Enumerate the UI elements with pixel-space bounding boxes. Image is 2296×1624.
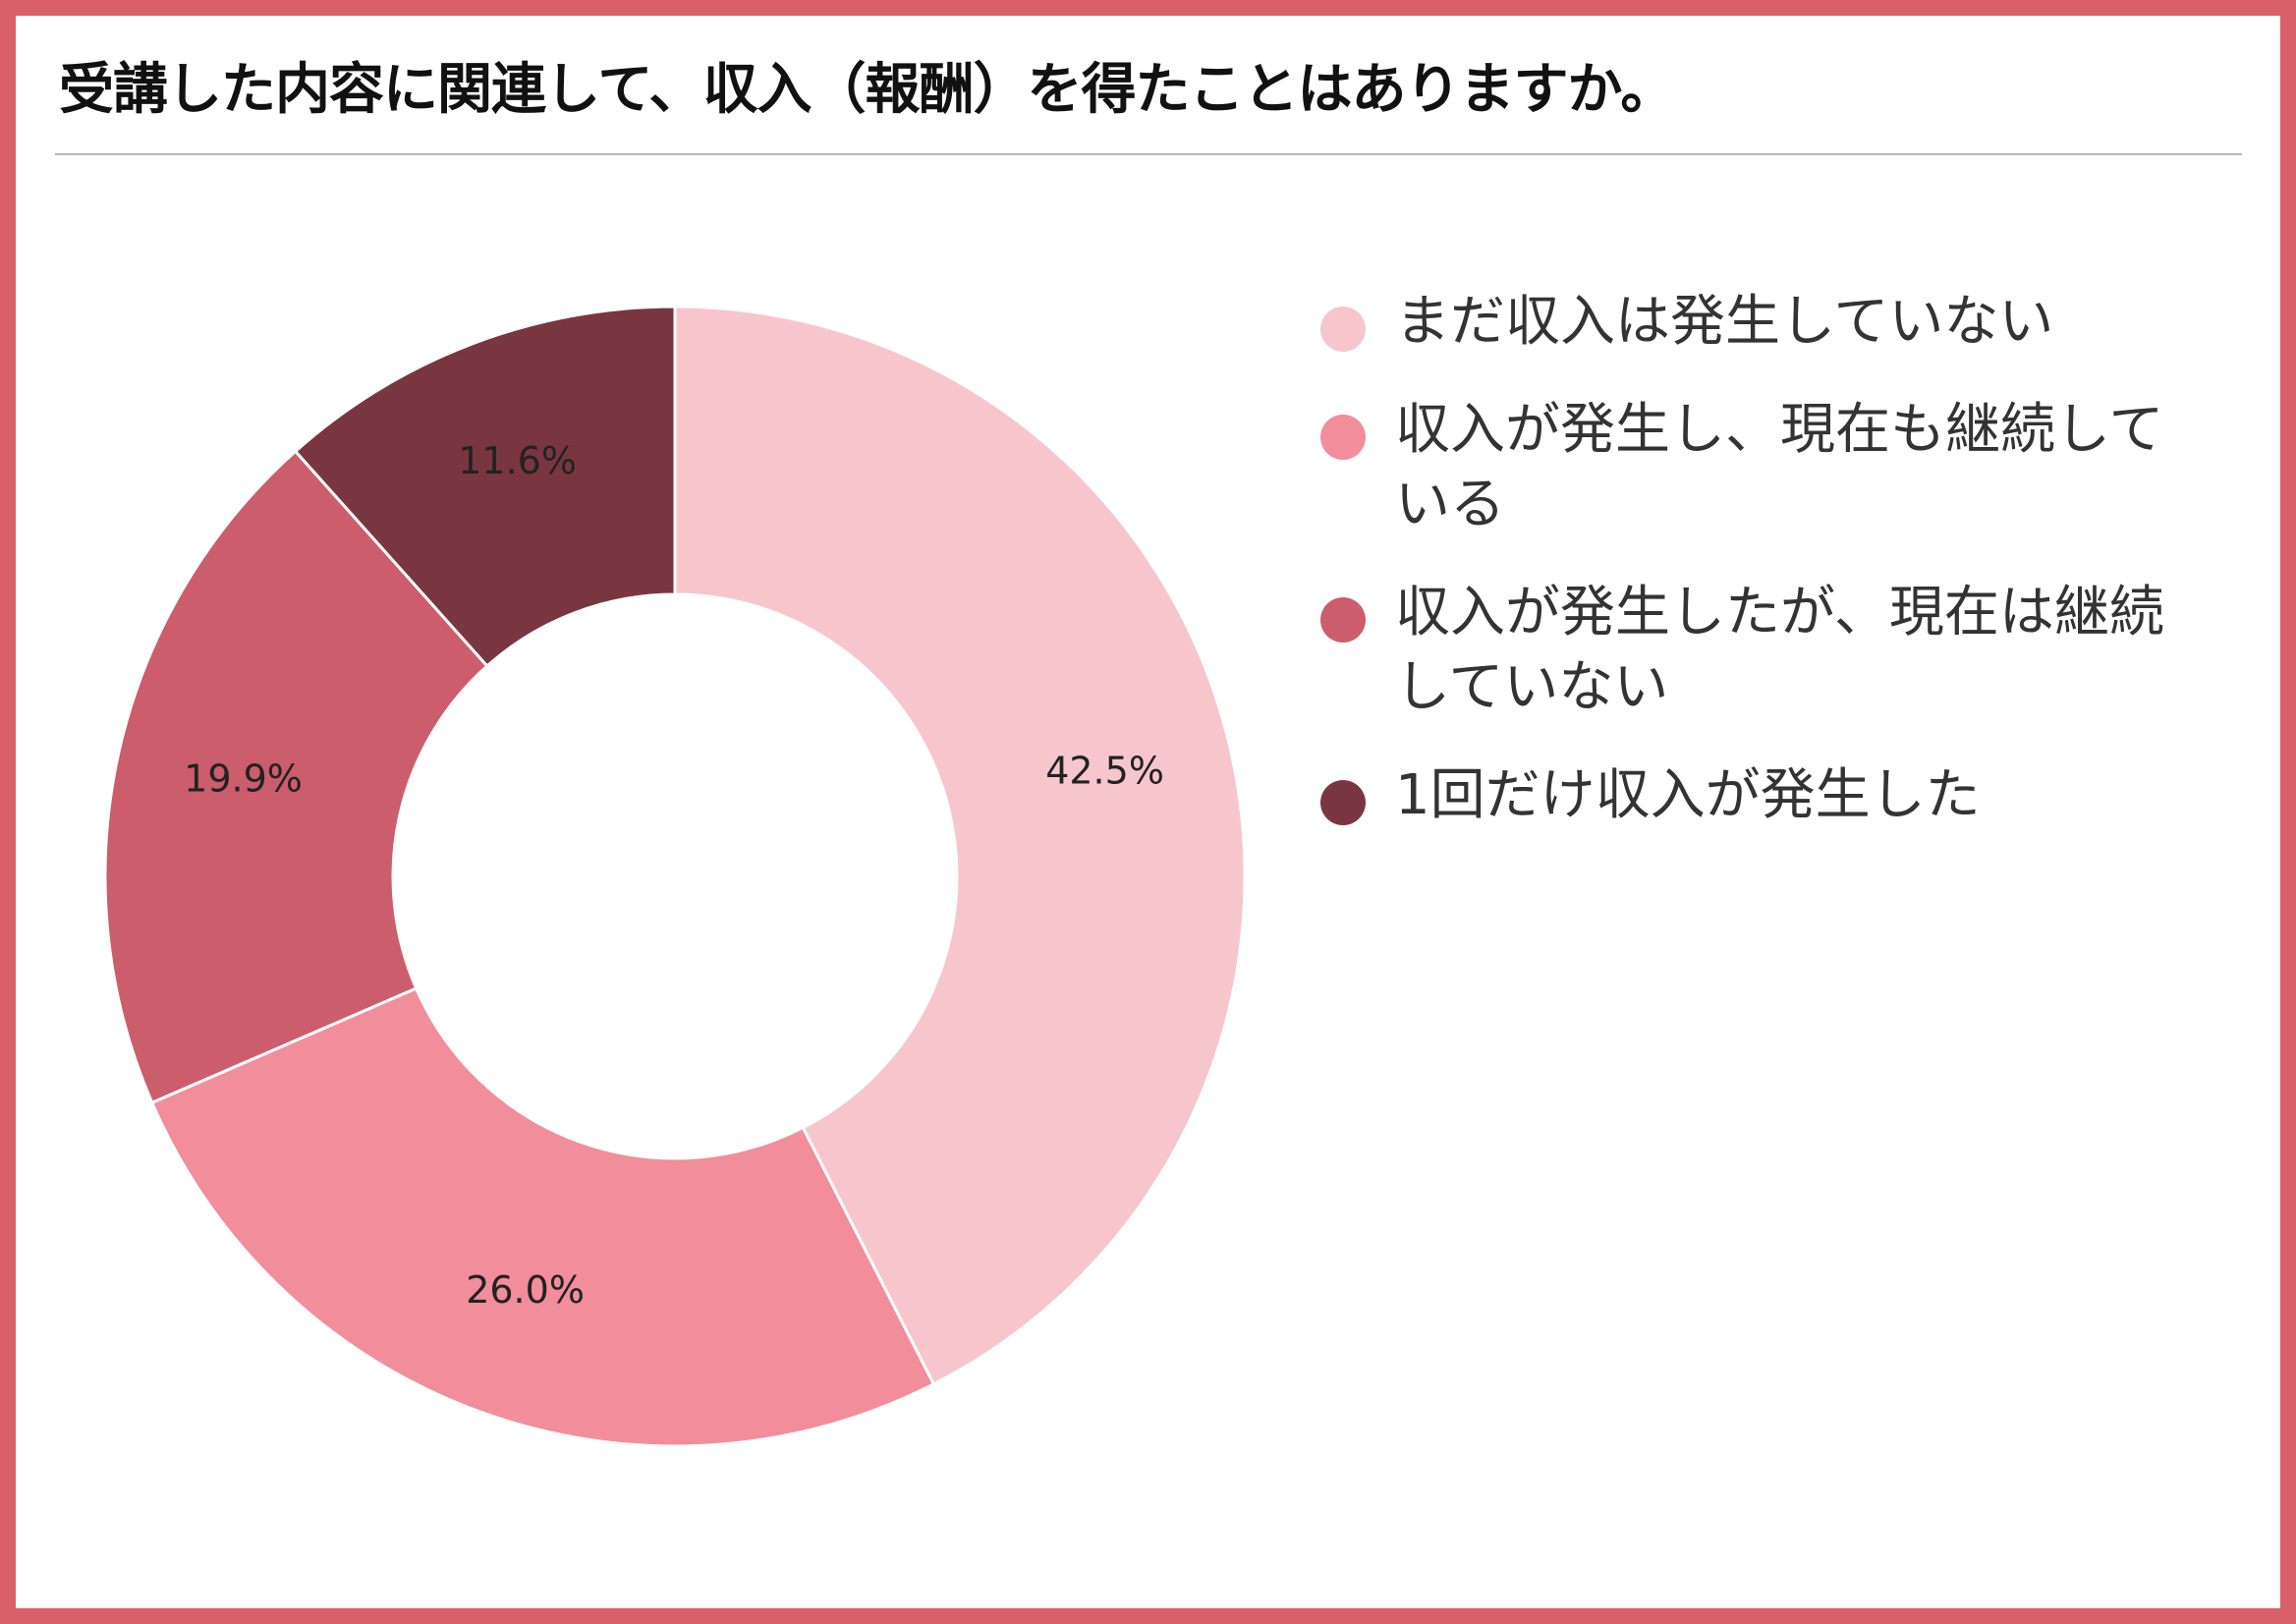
slice-value-label-2: 26.0%	[466, 1268, 585, 1312]
legend-item-4: 1回だけ収入が発生した	[1316, 758, 2201, 833]
legend-label-4: 1回だけ収入が発生した	[1395, 763, 1981, 827]
donut-slice-1	[673, 305, 1247, 1386]
legend-swatch-4	[1320, 780, 1366, 825]
slice-value-label-4: 11.6%	[458, 439, 577, 482]
donut-slice-3	[103, 449, 489, 1105]
legend-item-3: 収入が発生したが、現在は継続していない	[1316, 576, 2201, 725]
title-divider	[55, 153, 2242, 155]
chart-title: 受講した内容に関連して、収入（報酬）を得たことはありますか。	[59, 58, 1675, 122]
legend-label-1: まだ収入は発生していない	[1395, 290, 2054, 354]
chart-legend: まだ収入は発生していない収入が発生し、現在も継続している 収入が発生したが、現在は…	[1316, 285, 2201, 867]
legend-swatch-3	[1320, 597, 1366, 643]
slice-value-label-1: 42.5%	[1045, 749, 1164, 792]
slice-value-label-3: 19.9%	[184, 757, 303, 801]
legend-swatch-1	[1320, 307, 1366, 352]
donut-slice-2	[149, 986, 936, 1448]
legend-item-2: 収入が発生し、現在も継続している	[1316, 393, 2201, 542]
legend-label-3: 収入が発生したが、現在は継続していない	[1395, 581, 2164, 719]
donut-slice-4	[293, 305, 677, 669]
legend-swatch-2	[1320, 415, 1366, 460]
legend-label-2: 収入が発生し、現在も継続している	[1395, 398, 2164, 536]
legend-item-1: まだ収入は発生していない	[1316, 285, 2201, 360]
